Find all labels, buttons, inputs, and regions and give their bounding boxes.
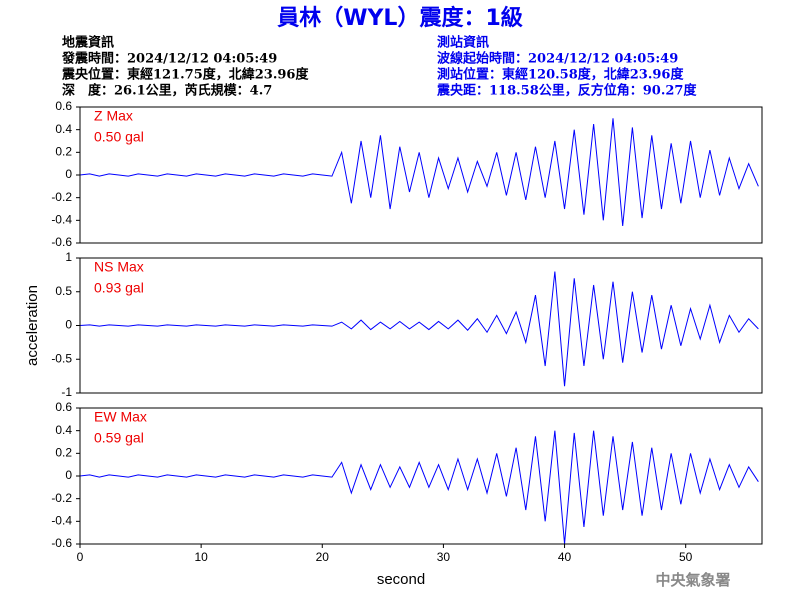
y-tick-label: 0.5	[55, 284, 72, 298]
y-tick-label: -0.6	[51, 536, 72, 550]
y-tick-label: 0.2	[55, 446, 72, 460]
max-label: 0.93 gal	[94, 280, 144, 296]
y-tick-label: 1	[65, 250, 72, 264]
y-tick-label: -0.2	[51, 491, 72, 505]
y-tick-label: -1	[61, 385, 72, 399]
x-tick-label: 20	[316, 550, 330, 564]
y-tick-label: 0.6	[55, 400, 72, 414]
waveform	[79, 271, 759, 387]
info-line: 測站位置：東經120.58度，北緯23.96度	[437, 67, 684, 83]
component-label: EW Max	[94, 409, 147, 425]
y-tick-label: 0.6	[55, 99, 72, 113]
y-tick-label: -0.5	[51, 351, 72, 365]
y-tick-label: -0.2	[51, 190, 72, 204]
info-line: 發震時間：2024/12/12 04:05:49	[61, 51, 277, 67]
y-tick-label: 0.2	[55, 145, 72, 159]
y-tick-label: -0.4	[51, 213, 72, 227]
y-tick-label: 0	[65, 318, 72, 332]
info-line: 震央位置：東經121.75度，北緯23.96度	[61, 67, 309, 83]
title: 員林（WYL）震度：1級	[276, 5, 523, 31]
x-axis-label: second	[377, 571, 425, 588]
y-tick-label: 0	[65, 167, 72, 181]
waveform	[79, 118, 759, 227]
x-tick-label: 10	[194, 550, 208, 564]
waveform	[79, 430, 759, 545]
component-label: NS Max	[94, 259, 144, 275]
x-tick-label: 0	[77, 550, 84, 564]
y-axis-label: acceleration	[24, 285, 41, 366]
y-tick-label: 0.4	[55, 423, 72, 437]
x-tick-label: 50	[679, 550, 693, 564]
y-tick-label: -0.4	[51, 514, 72, 528]
component-label: Z Max	[94, 108, 133, 124]
y-tick-label: -0.6	[51, 235, 72, 249]
info-line: 深 度：26.1公里，芮氏規模：4.7	[62, 83, 272, 99]
x-tick-label: 30	[437, 550, 451, 564]
info-line: 地震資訊	[62, 35, 114, 51]
y-tick-label: 0.4	[55, 122, 72, 136]
y-tick-label: 0	[65, 468, 72, 482]
info-line: 波線起始時間：2024/12/12 04:05:49	[437, 51, 678, 67]
footer: 中央氣象署	[655, 571, 730, 589]
max-label: 0.50 gal	[94, 129, 144, 145]
info-line: 震央距：118.58公里，反方位角：90.27度	[436, 83, 697, 99]
info-line: 測站資訊	[437, 35, 489, 51]
x-tick-label: 40	[558, 550, 572, 564]
max-label: 0.59 gal	[94, 430, 144, 446]
